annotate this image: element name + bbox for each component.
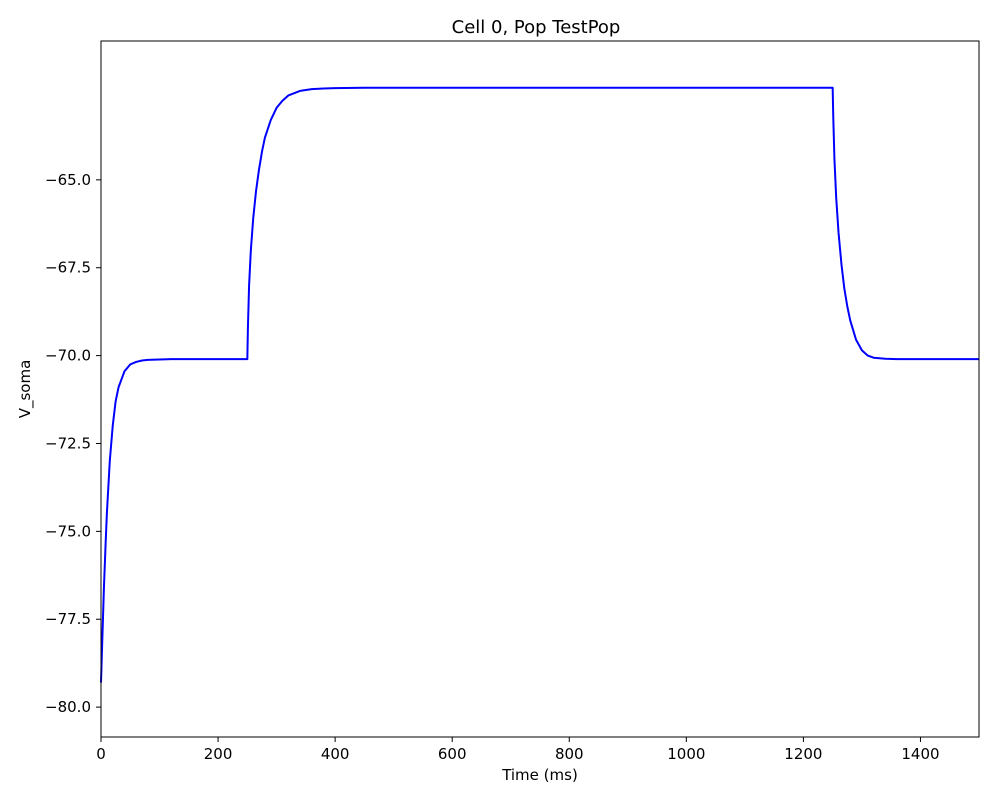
x-tick-label: 1400 [901, 745, 939, 763]
y-tick-label: −67.5 [45, 259, 91, 277]
y-tick-label: −80.0 [45, 698, 91, 716]
chart-title: Cell 0, Pop TestPop [452, 17, 621, 38]
y-axis-label: V_soma [16, 360, 35, 419]
x-tick-label: 400 [321, 745, 350, 763]
x-tick-label: 1200 [784, 745, 822, 763]
y-tick-label: −77.5 [45, 610, 91, 628]
x-tick-label: 200 [204, 745, 233, 763]
x-tick-label: 1000 [667, 745, 705, 763]
plot-frame [100, 40, 980, 738]
x-tick-label: 800 [555, 745, 584, 763]
x-tick-label: 0 [96, 745, 106, 763]
y-tick-label: −72.5 [45, 434, 91, 452]
series-line [100, 86, 979, 683]
y-axis: −80.0 −77.5 −75.0 −72.5 −70.0 −67.5 −65.0 [45, 171, 101, 716]
y-tick-label: −75.0 [45, 522, 91, 540]
y-tick-label: −65.0 [45, 171, 91, 189]
x-axis: 0 200 400 600 800 1000 1200 1400 [96, 737, 940, 763]
x-tick-label: 600 [438, 745, 467, 763]
plot-area [101, 41, 979, 737]
x-axis-label: Time (ms) [501, 766, 578, 784]
y-tick-label: −70.0 [45, 347, 91, 365]
